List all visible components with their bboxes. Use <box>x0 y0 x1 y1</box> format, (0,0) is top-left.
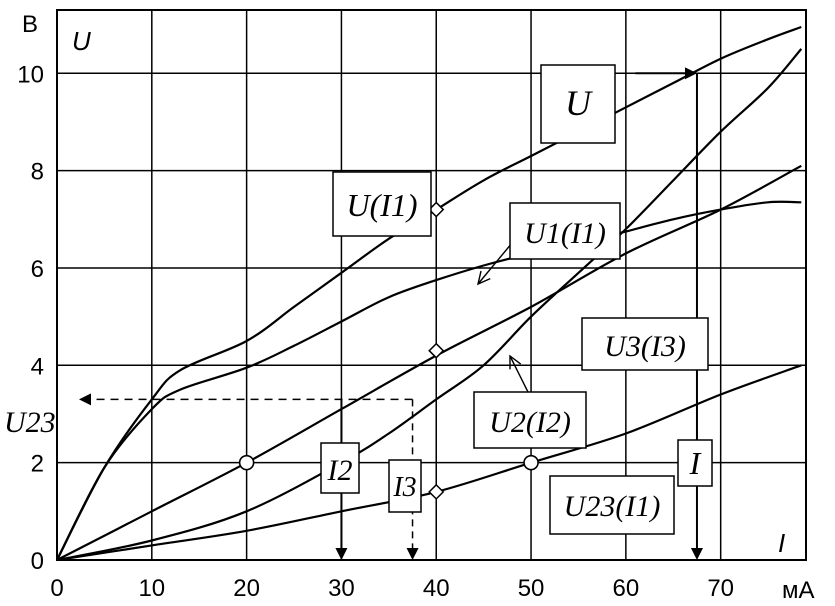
label-U: U <box>565 83 593 123</box>
x-tick-label-60: 60 <box>613 575 640 602</box>
series-line-U1 <box>56 200 802 561</box>
x-axis-label: I <box>778 528 785 558</box>
x-tick-label-30: 30 <box>328 575 355 602</box>
y-tick-label-4: 4 <box>31 353 44 380</box>
y-tick-label-10: 10 <box>17 61 44 88</box>
label-I: I <box>689 445 702 481</box>
label-box-U2-I2: U2(I2) <box>473 391 587 449</box>
y-tick-label-8: 8 <box>31 159 44 186</box>
x-tick-label-50: 50 <box>518 575 545 602</box>
label-I2: I2 <box>327 454 353 487</box>
markers <box>238 201 539 500</box>
x-unit-label: мА <box>782 577 815 604</box>
y-tick-label-0: 0 <box>31 548 44 575</box>
u2-pointer-arrow <box>510 356 529 393</box>
y-unit-label: В <box>22 11 38 38</box>
circle-marker-1 <box>523 454 539 471</box>
y-tick-label-2: 2 <box>31 451 44 478</box>
x-tick-label-20: 20 <box>233 575 260 602</box>
plot-border <box>56 9 807 561</box>
label-box-U1-I1: U1(I1) <box>509 202 621 260</box>
tick-labels: 0 10 20 30 40 50 60 70 0 2 4 6 8 10 <box>17 61 734 602</box>
label-U23-I1: U23(I1) <box>564 490 661 523</box>
label-box-I: I <box>677 439 713 487</box>
circle-marker-0 <box>238 454 255 471</box>
label-U3-I3: U3(I3) <box>604 330 686 363</box>
label-box-I2: I2 <box>320 442 360 494</box>
x-tick-label-0: 0 <box>50 575 63 602</box>
plot-frame <box>56 9 807 561</box>
y-tick-label-6: 6 <box>31 256 44 283</box>
diamond-marker-2 <box>428 483 445 500</box>
diamond-marker-1 <box>428 342 445 359</box>
u1-pointer-arrow <box>478 242 513 284</box>
y-axis-label: U <box>72 26 91 56</box>
label-box-U-I1: U(I1) <box>332 171 432 237</box>
label-U2-I2: U2(I2) <box>489 406 571 439</box>
x-tick-label-70: 70 <box>707 575 734 602</box>
series-line-U3 <box>56 48 803 562</box>
label-box-U23-I1: U23(I1) <box>549 475 675 535</box>
label-U1-I1: U1(I1) <box>524 217 606 250</box>
label-box-I3: I3 <box>388 459 422 513</box>
label-box-U3-I3: U3(I3) <box>581 317 709 371</box>
label-box-U: U <box>540 64 616 144</box>
label-I3: I3 <box>392 472 416 503</box>
x-tick-label-10: 10 <box>138 575 165 602</box>
label-U-I1: U(I1) <box>346 187 417 223</box>
label-U23: U23 <box>4 406 56 439</box>
grid <box>57 10 806 560</box>
x-tick-label-40: 40 <box>423 575 450 602</box>
